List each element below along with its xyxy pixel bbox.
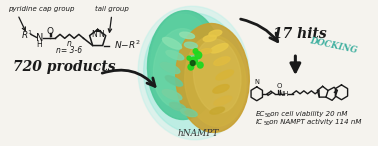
Ellipse shape — [214, 57, 230, 65]
Text: DOCKING: DOCKING — [308, 36, 358, 55]
Ellipse shape — [214, 96, 232, 105]
Ellipse shape — [184, 35, 246, 126]
Ellipse shape — [153, 29, 206, 107]
Ellipse shape — [170, 102, 186, 111]
Text: N: N — [91, 30, 97, 39]
Text: N: N — [99, 30, 104, 39]
Ellipse shape — [151, 14, 212, 108]
Text: H: H — [36, 40, 42, 49]
Text: N: N — [254, 79, 259, 85]
Text: n= 3-6: n= 3-6 — [56, 46, 82, 55]
Ellipse shape — [184, 42, 197, 48]
Ellipse shape — [147, 11, 221, 120]
Circle shape — [195, 52, 202, 59]
Ellipse shape — [165, 76, 183, 86]
Text: 50: 50 — [264, 113, 271, 118]
Text: hNAMPT: hNAMPT — [178, 129, 219, 138]
Text: N: N — [36, 33, 43, 43]
Ellipse shape — [203, 35, 216, 41]
Ellipse shape — [209, 30, 222, 37]
Text: NH: NH — [279, 91, 289, 97]
Circle shape — [193, 49, 198, 54]
Ellipse shape — [216, 70, 234, 80]
Ellipse shape — [176, 24, 249, 132]
Ellipse shape — [210, 44, 228, 53]
Text: $R^1$: $R^1$ — [21, 28, 33, 41]
Text: 50: 50 — [263, 121, 270, 126]
Ellipse shape — [194, 39, 241, 113]
Text: $N{-}R^2$: $N{-}R^2$ — [114, 38, 141, 51]
Ellipse shape — [188, 56, 199, 61]
Text: on cell viability 20 nM: on cell viability 20 nM — [268, 111, 347, 117]
Ellipse shape — [138, 6, 249, 140]
Ellipse shape — [144, 13, 244, 133]
Ellipse shape — [162, 89, 182, 100]
Ellipse shape — [200, 49, 212, 54]
Circle shape — [187, 56, 191, 60]
Circle shape — [197, 62, 203, 68]
Ellipse shape — [181, 109, 197, 117]
Ellipse shape — [180, 32, 195, 39]
Ellipse shape — [213, 85, 229, 93]
Text: on NAMPT activity 114 nM: on NAMPT activity 114 nM — [267, 119, 361, 125]
Circle shape — [191, 61, 195, 66]
Ellipse shape — [166, 51, 184, 60]
Text: pyridine cap group: pyridine cap group — [8, 6, 75, 12]
Text: O: O — [46, 27, 53, 36]
Text: tail group: tail group — [95, 6, 129, 12]
Ellipse shape — [210, 107, 225, 114]
Circle shape — [190, 57, 197, 65]
Text: 720 products: 720 products — [14, 60, 116, 74]
Text: EC: EC — [256, 111, 265, 117]
Text: IC: IC — [256, 119, 263, 125]
Circle shape — [188, 64, 194, 70]
Ellipse shape — [160, 62, 180, 74]
Ellipse shape — [163, 37, 181, 49]
Text: 17 hits: 17 hits — [273, 27, 327, 41]
Text: n: n — [67, 39, 72, 48]
Text: O: O — [277, 83, 282, 89]
